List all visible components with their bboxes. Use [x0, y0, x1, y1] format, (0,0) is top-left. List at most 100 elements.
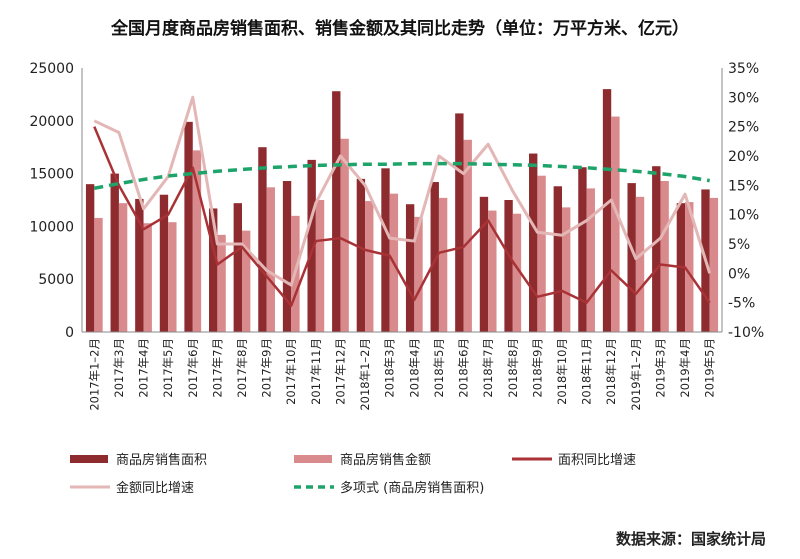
- bar-sales-amount: [315, 200, 325, 332]
- bar-sales-area: [110, 173, 119, 332]
- bar-sales-area: [135, 198, 144, 332]
- bar-sales-area: [159, 194, 169, 332]
- bar-sales-area: [578, 167, 587, 332]
- x-tick-label: 2019年1–2月: [629, 338, 643, 411]
- x-tick-label: 2018年12月: [604, 338, 618, 405]
- bar-sales-area: [504, 200, 513, 332]
- x-tick-label: 2017年1–2月: [87, 338, 101, 411]
- legend-swatch: [70, 455, 108, 463]
- y-right-tick-label: -10%: [728, 325, 764, 341]
- x-tick-label: 2018年7月: [481, 338, 495, 398]
- bar-sales-area: [455, 113, 464, 333]
- bar-sales-area: [85, 184, 95, 332]
- bar-sales-amount: [143, 223, 152, 332]
- bar-sales-amount: [192, 150, 202, 332]
- bar-sales-amount: [168, 222, 177, 332]
- x-tick-label: 2017年7月: [210, 338, 224, 398]
- line-polynomial-trend: [93, 161, 710, 190]
- bar-sales-amount: [562, 207, 571, 332]
- bar-sales-area: [529, 153, 538, 332]
- bar-sales-amount: [512, 213, 522, 332]
- x-tick-label: 2018年11月: [580, 338, 594, 405]
- bar-sales-area: [479, 196, 489, 332]
- bar-sales-amount: [217, 234, 226, 332]
- bar-sales-area: [258, 147, 267, 332]
- bar-sales-area: [405, 204, 415, 332]
- y-right-tick-label: 10%: [728, 208, 759, 224]
- x-tick-label: 2018年8月: [506, 338, 520, 398]
- bar-sales-area: [553, 186, 562, 332]
- x-tick-label: 2018年4月: [407, 338, 421, 398]
- bar-sales-amount: [94, 217, 103, 332]
- bar-sales-area: [356, 178, 366, 332]
- y-left-tick-label: 10000: [29, 219, 74, 235]
- bar-sales-amount: [488, 210, 497, 332]
- bar-sales-amount: [438, 197, 448, 332]
- y-left-tick-label: 15000: [29, 167, 74, 183]
- x-tick-label: 2018年9月: [530, 338, 544, 398]
- bar-sales-area: [233, 203, 242, 332]
- y-right-tick-label: 35%: [728, 61, 759, 77]
- bar-sales-area: [307, 159, 316, 332]
- x-tick-label: 2017年3月: [112, 338, 126, 398]
- x-tick-label: 2019年4月: [678, 338, 692, 398]
- bar-sales-area: [184, 121, 193, 332]
- x-tick-label: 2017年6月: [186, 338, 200, 398]
- y-right-tick-label: 25%: [728, 120, 759, 136]
- bar-sales-amount: [709, 197, 719, 332]
- bar-sales-amount: [635, 196, 645, 332]
- bar-sales-amount: [242, 230, 251, 332]
- bar-sales-amount: [340, 138, 349, 332]
- y-right-tick-label: -5%: [728, 296, 755, 312]
- bar-sales-amount: [586, 188, 595, 332]
- data-source: 数据来源：国家统计局: [615, 530, 766, 548]
- x-tick-label: 2019年3月: [653, 338, 667, 398]
- x-tick-label: 2017年11月: [309, 338, 323, 405]
- x-tick-label: 2017年4月: [137, 338, 151, 398]
- bar-sales-amount: [685, 202, 694, 332]
- x-tick-label: 2017年5月: [161, 338, 175, 398]
- x-tick-label: 2018年3月: [383, 338, 397, 398]
- bar-sales-amount: [537, 175, 546, 332]
- bar-sales-amount: [266, 187, 275, 332]
- y-right-tick-label: 5%: [728, 237, 750, 253]
- bar-sales-area: [332, 91, 341, 333]
- line-area-growth: [93, 126, 711, 307]
- bar-sales-amount: [414, 216, 423, 332]
- x-tick-label: 2017年8月: [235, 338, 249, 398]
- x-tick-label: 2018年6月: [457, 338, 471, 398]
- y-left-tick-label: 5000: [38, 272, 74, 288]
- line-amount-growth: [93, 95, 712, 287]
- bar-sales-amount: [463, 139, 472, 332]
- bar-sales-area: [209, 208, 218, 332]
- x-tick-label: 2018年5月: [432, 338, 446, 398]
- bar-sales-amount: [365, 201, 374, 332]
- plot-area: [85, 89, 719, 333]
- bar-sales-area: [627, 183, 636, 332]
- x-tick-label: 2017年9月: [260, 338, 274, 398]
- bar-sales-area: [282, 180, 292, 332]
- x-tick-label: 2018年10月: [555, 338, 569, 405]
- bar-sales-amount: [118, 203, 128, 332]
- bar-sales-area: [381, 168, 390, 332]
- y-right-tick-label: 30%: [728, 90, 759, 106]
- bar-sales-area: [430, 182, 439, 332]
- legend-label: 商品房销售面积: [116, 452, 207, 468]
- y-right-tick-label: 15%: [728, 178, 759, 194]
- legend-label: 多项式 (商品房销售面积): [340, 480, 484, 496]
- y-right-tick-label: 0%: [728, 266, 750, 282]
- bar-sales-area: [602, 89, 612, 333]
- x-tick-label: 2017年12月: [333, 338, 347, 405]
- legend-label: 商品房销售金额: [340, 452, 431, 468]
- x-tick-label: 2018年1–2月: [358, 338, 372, 411]
- y-right-tick-label: 20%: [728, 149, 759, 165]
- chart-title: 全国月度商品房销售面积、销售金额及其同比走势（单位：万平方米、亿元）: [111, 19, 689, 39]
- y-left-tick-label: 20000: [29, 114, 74, 130]
- legend-label: 面积同比增速: [558, 453, 636, 468]
- axes: 0 5000 10000 15000 20000 25000 -10% -5% 0% 5% 10% 1…: [29, 61, 764, 411]
- legend-swatch: [294, 455, 332, 463]
- bar-sales-amount: [611, 116, 620, 333]
- legend-label: 金额同比增速: [116, 480, 194, 496]
